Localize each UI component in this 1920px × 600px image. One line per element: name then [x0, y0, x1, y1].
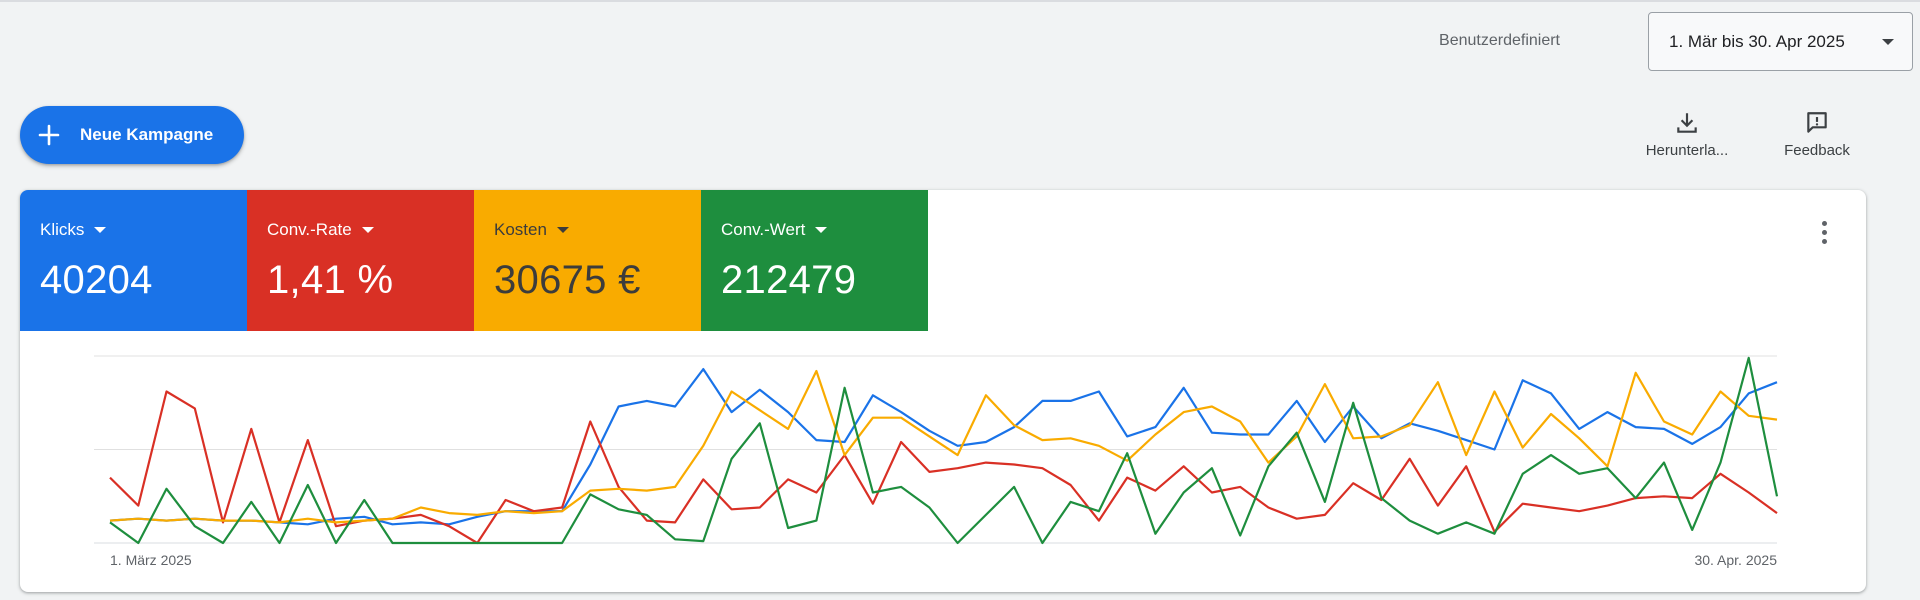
download-button[interactable]: Herunterla... [1632, 110, 1742, 166]
download-label: Herunterla... [1645, 142, 1729, 159]
metric-value: 40204 [40, 258, 153, 302]
daterange-value: 1. Mär bis 30. Apr 2025 [1669, 31, 1845, 51]
metric-name: Conv.-Wert [721, 220, 806, 239]
metric-value: 1,41 % [267, 258, 394, 302]
plus-icon [38, 124, 60, 146]
metric-value: 212479 [721, 258, 857, 302]
metric-value: 30675 € [494, 258, 641, 302]
download-icon [1677, 113, 1697, 133]
top-divider [0, 0, 1920, 2]
feedback-button[interactable]: Feedback [1762, 110, 1872, 166]
series-line-kosten [109, 369, 1778, 524]
dropdown-icon [94, 227, 107, 233]
performance-card: Klicks 40204 Conv.-Rate 1,41 % Kosten 30… [20, 190, 1866, 592]
dropdown-icon [361, 227, 374, 233]
metric-kosten[interactable]: Kosten 30675 € [474, 190, 701, 331]
dropdown-icon [815, 227, 828, 233]
metric-conv-wert[interactable]: Conv.-Wert 212479 [701, 190, 928, 331]
dropdown-icon [556, 227, 569, 233]
feedback-icon [1807, 112, 1827, 133]
metric-name: Klicks [40, 220, 85, 239]
daterange-selector[interactable]: 1. Mär bis 30. Apr 2025 [1648, 12, 1913, 71]
metric-name: Kosten [494, 220, 547, 239]
feedback-label: Feedback [1784, 142, 1850, 159]
new-campaign-button[interactable]: Neue Kampagne [20, 106, 244, 164]
more-options-icon[interactable] [1812, 216, 1836, 248]
daterange-label: Benutzerdefiniert [1439, 32, 1560, 49]
metric-tiles: Klicks 40204 Conv.-Rate 1,41 % Kosten 30… [20, 190, 928, 331]
series-line-conv-wert [109, 356, 1779, 545]
x-axis-end-label: 30. Apr. 2025 [1694, 552, 1777, 568]
performance-chart: 1. März 2025 30. Apr. 2025 [94, 355, 1779, 568]
series-line-klicks [109, 367, 1778, 526]
chevron-down-icon [1882, 39, 1894, 45]
new-campaign-label: Neue Kampagne [80, 125, 214, 144]
metric-klicks[interactable]: Klicks 40204 [20, 190, 247, 331]
x-axis-start-label: 1. März 2025 [110, 552, 192, 568]
metric-name: Conv.-Rate [267, 220, 352, 239]
metric-conv-rate[interactable]: Conv.-Rate 1,41 % [247, 190, 474, 331]
